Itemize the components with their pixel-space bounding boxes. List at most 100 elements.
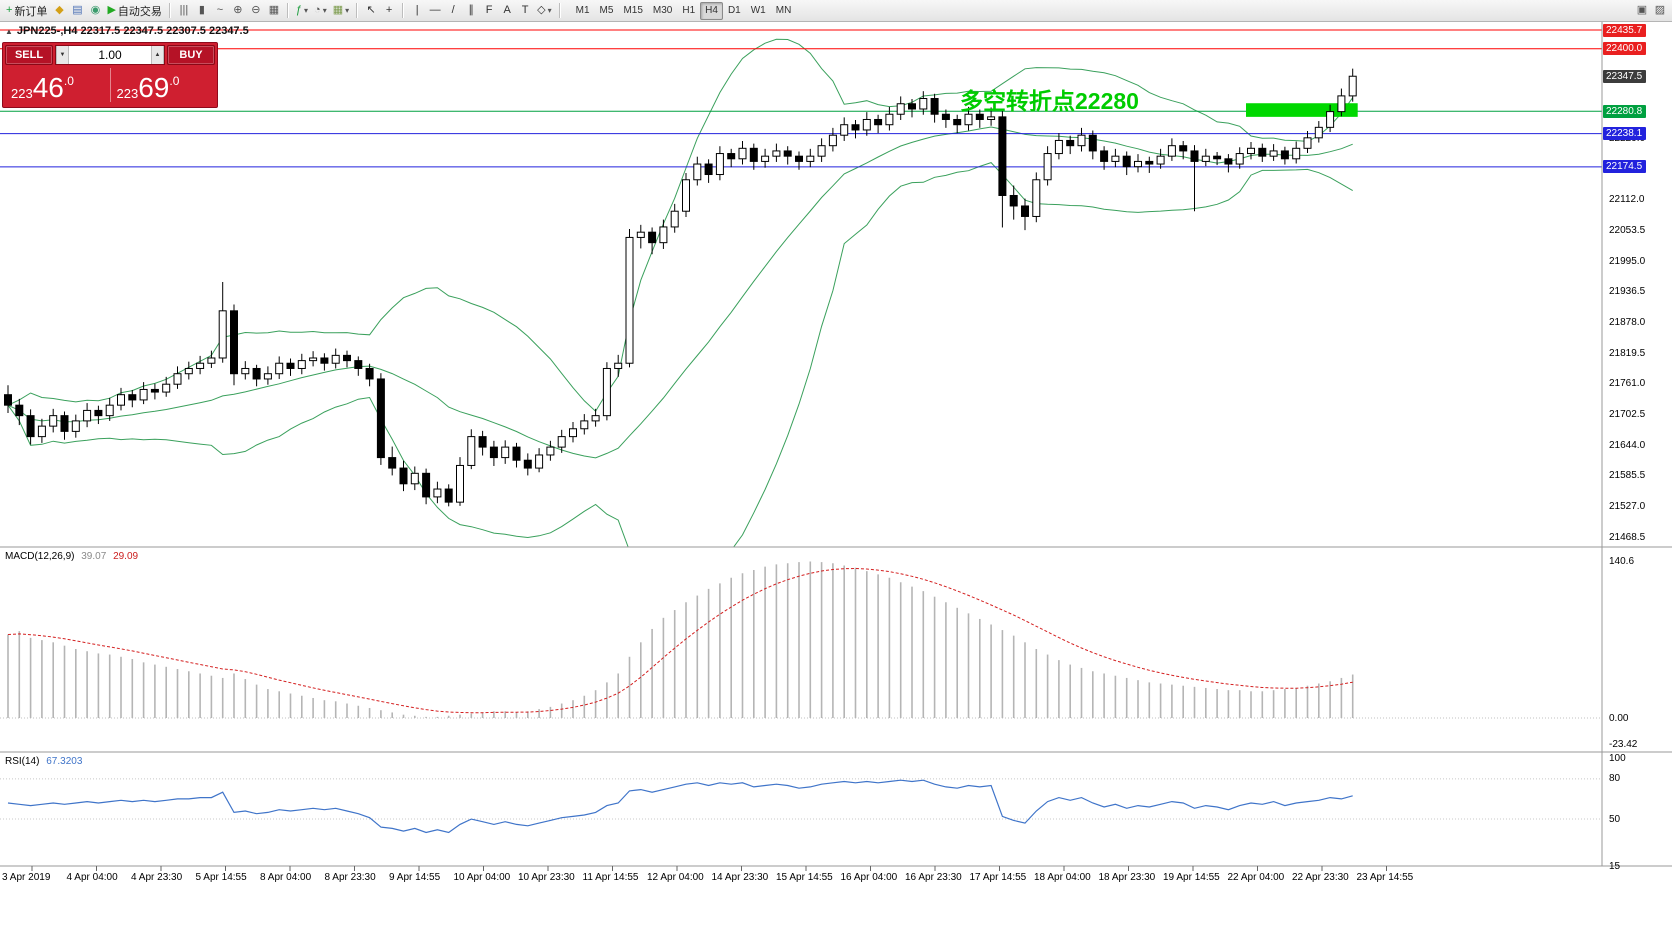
price-tag-22347.5: 22347.5 — [1603, 69, 1647, 83]
templates-button[interactable]: ▦ ▾ — [330, 2, 352, 20]
price-scale-label: 21702.5 — [1609, 408, 1646, 420]
price-scale-label: 21878.0 — [1609, 316, 1646, 328]
time-label: 17 Apr 14:55 — [969, 872, 1027, 883]
text-button[interactable]: A — [498, 2, 516, 20]
trendline-button[interactable]: / — [444, 2, 462, 20]
horizontal-line-icon: — — [429, 4, 441, 16]
price-tag-22280.8: 22280.8 — [1603, 104, 1647, 118]
rsi-indicator-label: RSI(14) 67.3203 — [5, 756, 82, 767]
crosshair-button[interactable]: + — [380, 2, 398, 20]
periods-button[interactable]: ◔ ▾ — [311, 2, 330, 20]
channel-button[interactable]: ∥ — [462, 2, 480, 20]
price-tag-22400.0: 22400.0 — [1603, 42, 1647, 56]
lot-increase-button[interactable]: ▲ — [151, 46, 164, 64]
sell-price-big: 46 — [32, 72, 64, 103]
new-order-label: 新订单 — [14, 5, 48, 18]
rsi-scale-label: 80 — [1609, 773, 1621, 785]
timeframe-m5-button[interactable]: M5 — [595, 2, 619, 20]
time-axis[interactable]: 3 Apr 2019 4 Apr 04:00 4 Apr 23:30 5 Apr 14… — [0, 866, 1602, 890]
buy-price-prefix: 223 — [116, 86, 139, 101]
price-tag-22238.1: 22238.1 — [1603, 127, 1647, 141]
time-label: 19 Apr 14:55 — [1163, 872, 1220, 883]
metaeditor-icon: ◆ — [55, 4, 64, 16]
time-label: 9 Apr 14:55 — [389, 872, 441, 883]
candle-chart-button[interactable]: ▮ — [193, 2, 211, 20]
shapes-button[interactable]: ◇ ▾ — [534, 2, 554, 20]
templates-dropdown-arrow: ▾ — [345, 6, 350, 15]
line-chart-button[interactable]: ~ — [211, 2, 229, 20]
toolbar-buttons: + 新订单 ◆ ▤ ◉ ▶ 自动交易 ||| ▮ ~ ⊕ ⊖ ▦ ƒ ▾ ◔ ▾ ▦ ▾ ↖ + | — / ∥ F A T ◇ ▾ — [3, 0, 565, 22]
label-button[interactable]: T — [516, 2, 534, 20]
time-label: 18 Apr 23:30 — [1098, 872, 1156, 883]
popout-icon: ▨ — [1654, 4, 1666, 16]
periods-icon: ◔ — [314, 4, 321, 16]
fibonacci-button[interactable]: F — [480, 2, 498, 20]
sell-price[interactable]: 223 46 .0 — [5, 65, 110, 105]
time-label: 18 Apr 04:00 — [1034, 872, 1091, 883]
indicators-dropdown-arrow: ▾ — [304, 6, 309, 15]
vertical-line-button[interactable]: | — [408, 2, 426, 20]
zoom-out-button[interactable]: ⊖ — [247, 2, 265, 20]
timeframe-h1-button[interactable]: H1 — [677, 2, 700, 20]
bar-chart-button[interactable]: ||| — [175, 2, 193, 20]
macd-scale-label: 0.00 — [1609, 712, 1629, 724]
trade-panel-divider — [109, 68, 111, 102]
new-order-button[interactable]: + 新订单 — [3, 2, 50, 20]
timeframe-h4-button[interactable]: H4 — [700, 1, 723, 20]
chart-title-text: JPN225-,H4 22317.5 22347.5 22307.5 22347… — [16, 25, 249, 37]
timeframe-mn-button[interactable]: MN — [771, 2, 797, 20]
window-list-button[interactable]: ▣ — [1633, 2, 1651, 20]
bar-chart-icon: ||| — [179, 4, 189, 16]
horizontal-line-button[interactable]: — — [426, 2, 444, 20]
timeframe-m30-button[interactable]: M30 — [648, 2, 677, 20]
price-scale-label: 21761.0 — [1609, 378, 1646, 390]
templates-icon: ▦ — [332, 4, 344, 16]
timeframe-w1-button[interactable]: W1 — [746, 2, 771, 20]
price-scale-label: 21819.5 — [1609, 347, 1646, 359]
buy-price[interactable]: 223 69 .0 — [111, 65, 216, 105]
toolbar-separator — [168, 3, 171, 18]
navigator-button[interactable]: ◉ — [86, 2, 104, 20]
time-label: 14 Apr 23:30 — [711, 872, 769, 883]
macd-signal-value: 29.09 — [113, 551, 139, 562]
timeframe-m15-button[interactable]: M15 — [618, 2, 647, 20]
main-toolbar: + 新订单 ◆ ▤ ◉ ▶ 自动交易 ||| ▮ ~ ⊕ ⊖ ▦ ƒ ▾ ◔ ▾ ▦ ▾ ↖ + | — / ∥ F A T ◇ ▾ M1… — [0, 0, 1672, 22]
trendline-icon: / — [451, 4, 455, 16]
rsi-name: RSI(14) — [5, 756, 40, 767]
lot-size-field: ▼ 1.00 ▲ — [55, 45, 165, 65]
price-scale-label: 22112.0 — [1609, 194, 1645, 206]
rsi-scale-label: 15 — [1609, 860, 1621, 872]
autotrading-button[interactable]: ▶ 自动交易 — [104, 2, 164, 20]
time-label: 4 Apr 04:00 — [66, 872, 118, 883]
price-scale[interactable]: 22229.022170.522112.022053.521995.021936… — [1602, 22, 1672, 872]
rsi-value: 67.3203 — [46, 756, 83, 767]
market-watch-button[interactable]: ▤ — [68, 2, 86, 20]
time-label: 15 Apr 14:55 — [776, 872, 833, 883]
timeframe-m1-button[interactable]: M1 — [571, 2, 595, 20]
price-scale-label: 21995.0 — [1609, 255, 1646, 267]
lot-decrease-button[interactable]: ▼ — [56, 46, 69, 64]
chart-symbol-icon: ▲ — [5, 26, 13, 36]
time-label: 16 Apr 04:00 — [840, 872, 898, 883]
metaeditor-button[interactable]: ◆ — [50, 2, 68, 20]
zoom-in-button[interactable]: ⊕ — [229, 2, 247, 20]
indicators-button[interactable]: ƒ ▾ — [293, 2, 311, 20]
sell-button[interactable]: SELL — [5, 45, 53, 65]
cursor-button[interactable]: ↖ — [362, 2, 380, 20]
price-tag-22435.7: 22435.7 — [1603, 23, 1647, 37]
time-label: 23 Apr 14:55 — [1356, 872, 1414, 883]
price-scale-label: 22053.5 — [1609, 224, 1646, 236]
time-label: 11 Apr 14:55 — [582, 872, 639, 883]
buy-button[interactable]: BUY — [167, 45, 215, 65]
toolbar-separator — [286, 3, 289, 18]
timeframe-d1-button[interactable]: D1 — [723, 2, 746, 20]
autotrading-label: 自动交易 — [117, 5, 162, 18]
lot-size-value[interactable]: 1.00 — [98, 48, 122, 62]
price-scale-label: 21585.5 — [1609, 470, 1646, 482]
tile-windows-button[interactable]: ▦ — [265, 2, 283, 20]
popout-button[interactable]: ▨ — [1651, 2, 1669, 20]
vertical-line-icon: | — [415, 4, 419, 16]
toolbar-separator — [402, 3, 405, 18]
